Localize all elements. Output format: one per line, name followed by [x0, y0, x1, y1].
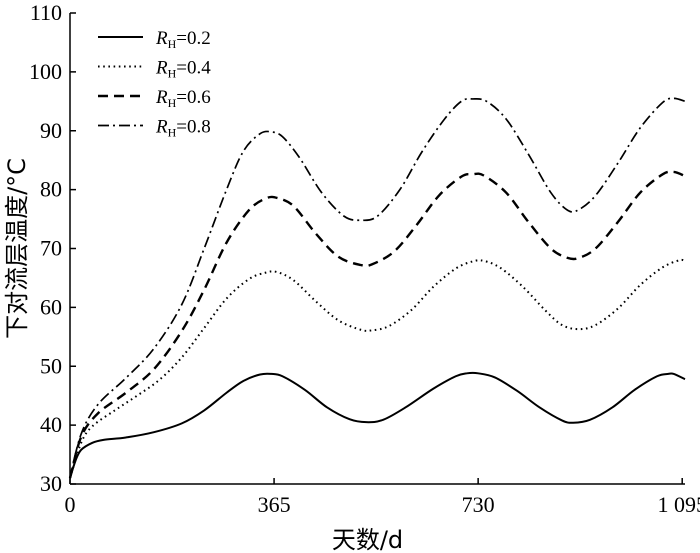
x-tick-label: 0: [65, 492, 76, 517]
y-tick-label: 110: [30, 0, 62, 25]
series-line-3: [68, 170, 686, 479]
y-tick-label: 50: [40, 353, 62, 378]
y-tick-label: 30: [40, 471, 62, 496]
x-tick-label: 730: [462, 492, 495, 517]
x-tick-label: 365: [258, 492, 291, 517]
legend: RH=0.2 RH=0.4 RH=0.6 RH=0.8: [98, 28, 211, 140]
y-tick-label: 70: [40, 236, 62, 261]
x-axis-label: 天数/d: [332, 526, 403, 553]
y-axis-label: 下对流层温度/°C: [3, 158, 31, 339]
ticks: 30 40 50 60 70 80 90 100 110 0 365 730 1 095: [29, 0, 700, 517]
series-line-1: [69, 371, 686, 479]
x-tick-label: 1 095: [657, 492, 700, 517]
y-tick-label: 60: [40, 294, 62, 319]
axes: [69, 13, 685, 485]
series-line-4: [69, 97, 686, 479]
y-tick-label: 100: [29, 59, 62, 84]
legend-label-4: RH=0.8: [155, 117, 211, 140]
y-tick-label: 40: [40, 412, 62, 437]
legend-label-2: RH=0.4: [155, 58, 211, 81]
y-tick-label: 80: [40, 177, 62, 202]
y-tick-label: 90: [40, 118, 62, 143]
series-line-2: [69, 258, 686, 479]
series-lines: [68, 97, 686, 479]
legend-label-3: RH=0.6: [155, 87, 211, 110]
legend-label-1: RH=0.2: [155, 28, 211, 51]
